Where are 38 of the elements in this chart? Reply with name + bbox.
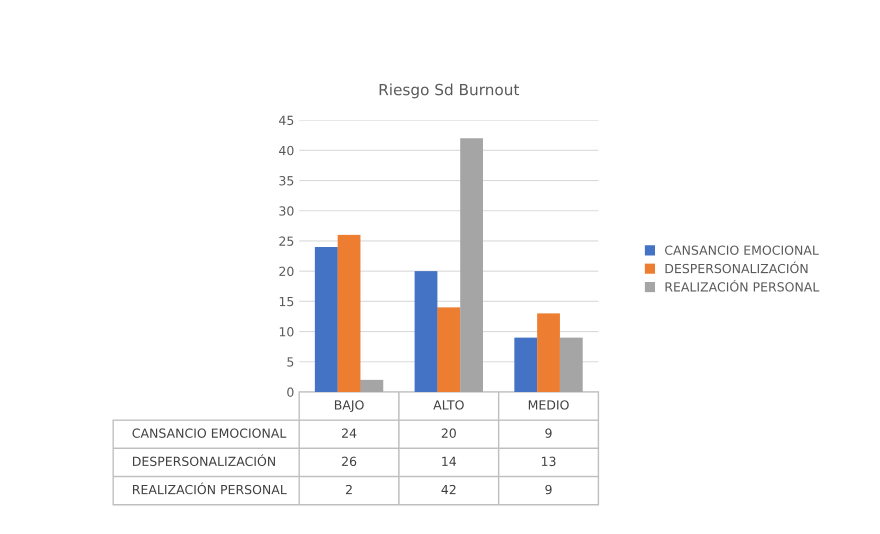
y-tick-label: 20 (279, 266, 294, 276)
y-tick-label: 40 (279, 146, 294, 156)
y-tick-label: 10 (280, 327, 294, 336)
bar (437, 307, 460, 392)
bar (537, 313, 560, 392)
legend-label: CANSANCIO EMOCIONAL (665, 245, 819, 255)
y-tick-label: 0 (287, 387, 294, 397)
data-label: 20 (442, 428, 456, 438)
data-label: 26 (342, 456, 356, 466)
legend-label: DESPERSONALIZACIÓN (666, 262, 808, 274)
x-tick-label: ALTO (433, 400, 464, 410)
bar (314, 246, 338, 392)
x-tick-label: BAJO (334, 400, 364, 412)
data-label: 13 (542, 456, 556, 466)
legend-label: REALIZACIÓN PERSONAL (666, 280, 820, 292)
bar (338, 234, 360, 392)
y-tick-label: 15 (280, 296, 294, 306)
text: REALIZACIÓN PERSONAL (133, 482, 287, 494)
data-label: 14 (442, 456, 456, 466)
data-label: 42 (441, 484, 456, 494)
data-label: 9 (545, 484, 552, 494)
text: CANSANCIO EMOCIONAL (132, 428, 286, 438)
chart-title: Riesgo Sd Burnout (380, 84, 520, 98)
bar (514, 338, 538, 392)
bar (560, 338, 583, 392)
bar (360, 380, 384, 392)
y-tick-label: 35 (279, 176, 294, 186)
bar (414, 271, 438, 392)
y-tick-label: 45 (279, 116, 294, 126)
data-label: 2 (346, 484, 352, 494)
bar (460, 138, 483, 392)
y-tick-label: 30 (279, 206, 294, 216)
x-tick-label: MEDIO (528, 400, 569, 410)
text: DESPERSONALIZACIÓN (133, 454, 275, 466)
data-label: 24 (342, 428, 356, 438)
y-tick-label: 5 (287, 357, 294, 367)
y-tick-label: 25 (279, 236, 294, 246)
data-label: 9 (545, 428, 552, 438)
